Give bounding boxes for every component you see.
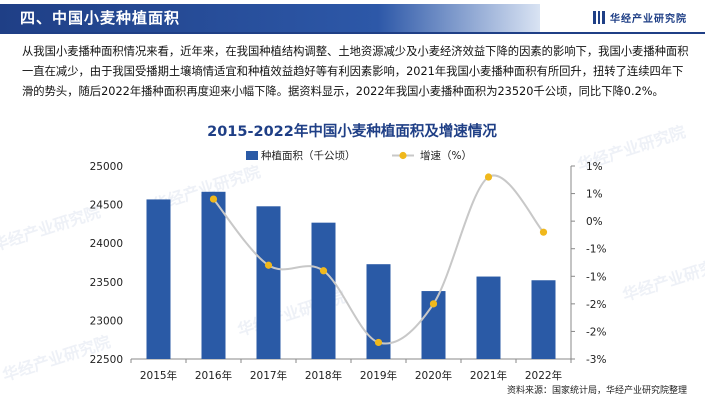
growth-point — [319, 267, 328, 275]
bar — [476, 276, 501, 359]
x-axis-tick-label: 2017年 — [250, 369, 287, 382]
x-axis-tick-label: 2016年 — [195, 369, 232, 382]
x-axis-tick-label: 2022年 — [525, 369, 562, 382]
header-rule — [0, 32, 705, 34]
bar — [311, 222, 336, 359]
right-axis-tick-label: 1% — [586, 189, 603, 201]
left-axis-tick-label: 24000 — [90, 238, 123, 250]
right-axis-tick-label: 1% — [586, 161, 603, 173]
growth-point — [374, 338, 383, 347]
bar — [531, 280, 556, 359]
growth-point — [539, 228, 548, 236]
source-note: 资料来源：国家统计局，华经产业研究院整理 — [506, 386, 687, 396]
growth-point — [209, 195, 218, 203]
legend-line-label: 增速（%） — [420, 149, 472, 162]
right-axis-tick-label: -1% — [586, 244, 606, 256]
brand: 华经产业研究院 — [593, 10, 687, 25]
right-axis-tick-label: -2% — [586, 326, 606, 338]
brand-name: 华经产业研究院 — [610, 14, 687, 25]
header-bar — [0, 4, 540, 32]
page-title: 四、中国小麦种植面积 — [20, 9, 181, 27]
right-axis-tick-label: -1% — [586, 271, 606, 283]
growth-point — [429, 300, 438, 308]
legend-bar-label: 种植面积（千公顷） — [261, 149, 356, 162]
left-axis-tick-label: 23000 — [90, 315, 123, 327]
chart-title: 2015-2022年中国小麦种植面积及增速情况 — [207, 122, 497, 140]
left-axis-tick-label: 24500 — [90, 200, 123, 212]
bar — [256, 206, 281, 359]
brand-logo-icon — [593, 11, 606, 24]
bar — [201, 191, 226, 359]
left-axis-tick-label: 23500 — [90, 277, 123, 289]
growth-point — [484, 173, 493, 181]
legend-line-marker — [399, 151, 407, 160]
intro-paragraph: 从我国小麦播种面积情况来看，近年来，在我国种植结构调整、土地资源减少及小麦经济效… — [22, 45, 689, 98]
right-axis-tick-label: -3% — [586, 354, 606, 366]
left-axis-tick-label: 22500 — [90, 354, 123, 366]
left-axis-tick-label: 25000 — [90, 161, 123, 173]
x-axis-tick-label: 2020年 — [415, 369, 452, 382]
right-axis-tick-label: -2% — [586, 299, 606, 311]
x-axis-tick-label: 2018年 — [305, 369, 342, 382]
x-axis-tick-label: 2021年 — [470, 369, 507, 382]
x-axis-tick-label: 2015年 — [140, 369, 177, 382]
legend-bar-swatch — [246, 151, 258, 160]
growth-point — [264, 261, 273, 269]
x-axis-tick-label: 2019年 — [360, 369, 397, 382]
right-axis-tick-label: 0% — [586, 216, 603, 228]
bar — [146, 199, 171, 359]
page-header: 四、中国小麦种植面积 华经产业研究院 — [0, 0, 705, 34]
